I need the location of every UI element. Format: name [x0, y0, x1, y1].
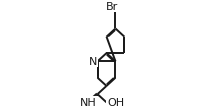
Text: NH: NH [80, 97, 97, 107]
Text: Br: Br [106, 2, 119, 12]
Text: OH: OH [107, 97, 124, 107]
Text: N: N [88, 57, 97, 67]
